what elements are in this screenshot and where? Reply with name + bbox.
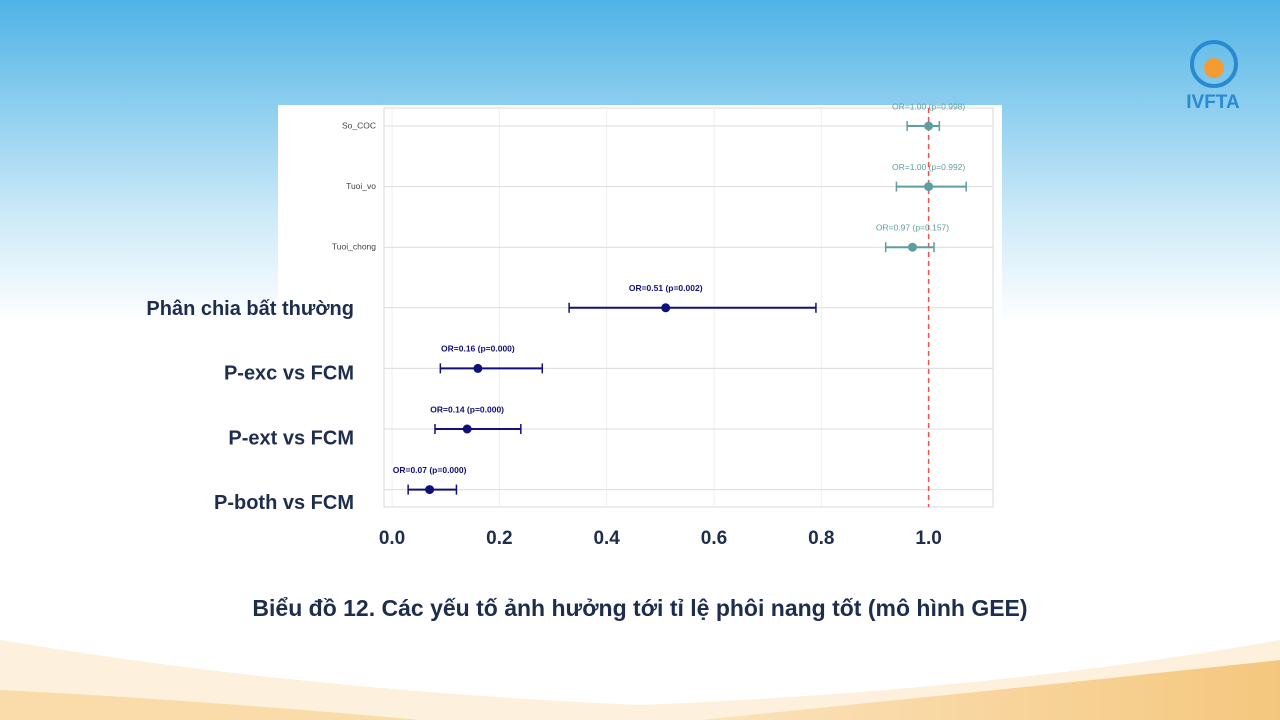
y-tick-label: Tuoi_vo — [346, 181, 376, 191]
point — [924, 121, 934, 131]
x-tick-label: 0.2 — [486, 528, 512, 549]
logo-text: IVFTA — [1186, 92, 1240, 113]
wave — [700, 660, 1280, 720]
value-label: OR=0.16 (p=0.000) — [441, 344, 515, 354]
y-tick-label: P-both vs FCM — [214, 492, 354, 514]
point — [661, 303, 671, 313]
y-tick-label: So_COC — [342, 120, 376, 130]
x-tick-label: 0.6 — [701, 528, 727, 549]
value-label: OR=0.07 (p=0.000) — [393, 465, 467, 475]
x-tick-label: 0.0 — [379, 528, 405, 549]
y-tick-label: P-ext vs FCM — [228, 427, 354, 449]
point — [908, 242, 918, 252]
logo: IVFTA — [1186, 40, 1240, 113]
wave — [0, 690, 420, 720]
y-tick-label: Tuoi_chong — [332, 241, 376, 251]
chart-panel — [278, 105, 1002, 548]
point — [462, 424, 472, 434]
value-label: OR=0.97 (p=0.157) — [876, 222, 949, 232]
x-tick-label: 1.0 — [915, 528, 941, 549]
x-tick-label: 0.8 — [808, 528, 834, 549]
x-tick-label: 0.4 — [593, 528, 620, 549]
point — [425, 485, 435, 495]
value-label: OR=1.00 (p=0.998) — [892, 101, 965, 111]
point — [473, 363, 483, 373]
y-tick-label: P-exc vs FCM — [224, 363, 354, 385]
chart-title: Biểu đồ 12. Các yếu tố ảnh hưởng tới tỉ … — [252, 595, 1027, 621]
value-label: OR=0.14 (p=0.000) — [430, 404, 504, 414]
point — [924, 182, 934, 192]
value-label: OR=0.51 (p=0.002) — [629, 283, 703, 293]
value-label: OR=1.00 (p=0.992) — [892, 162, 965, 172]
y-tick-label: Phân chia bất thường — [146, 298, 354, 320]
